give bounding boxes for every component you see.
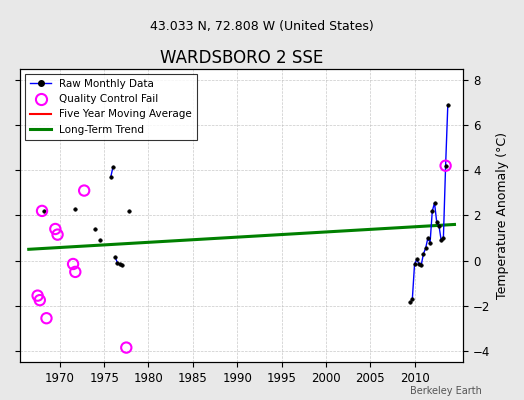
- Quality Control Fail: [51, 226, 60, 232]
- Title: WARDSBORO 2 SSE: WARDSBORO 2 SSE: [160, 49, 323, 67]
- Text: Berkeley Earth: Berkeley Earth: [410, 386, 482, 396]
- Quality Control Fail: [80, 187, 89, 194]
- Quality Control Fail: [42, 315, 51, 322]
- Y-axis label: Temperature Anomaly (°C): Temperature Anomaly (°C): [496, 132, 509, 299]
- Quality Control Fail: [53, 232, 62, 238]
- Quality Control Fail: [38, 208, 46, 214]
- Quality Control Fail: [34, 292, 42, 299]
- Quality Control Fail: [71, 269, 80, 275]
- Text: 43.033 N, 72.808 W (United States): 43.033 N, 72.808 W (United States): [150, 20, 374, 33]
- Quality Control Fail: [441, 162, 450, 169]
- Quality Control Fail: [69, 261, 77, 267]
- Quality Control Fail: [122, 344, 130, 351]
- Legend: Raw Monthly Data, Quality Control Fail, Five Year Moving Average, Long-Term Tren: Raw Monthly Data, Quality Control Fail, …: [25, 74, 198, 140]
- Quality Control Fail: [36, 297, 44, 303]
